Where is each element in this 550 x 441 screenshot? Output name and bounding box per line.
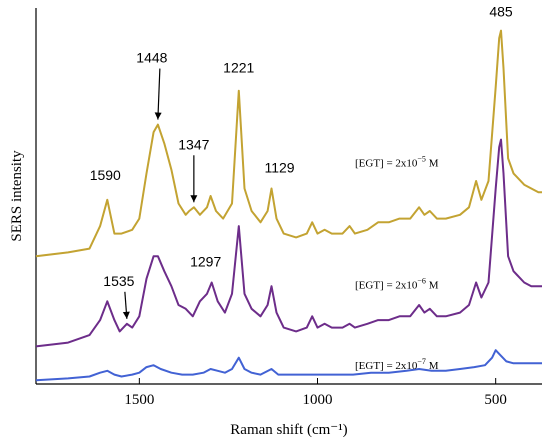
x-tick-label: 1500 — [124, 392, 154, 408]
series-line-1 — [35, 29, 542, 258]
peak-arrow-head — [154, 112, 162, 120]
x-tick-label: 1000 — [303, 392, 333, 408]
peak-arrow-head — [190, 195, 198, 203]
x-tick-label: 500 — [484, 392, 507, 408]
series-group — [35, 29, 542, 382]
concentration-label: [EGT] = 2x10−6 M — [355, 276, 439, 291]
peak-label-1590: 1590 — [90, 167, 121, 183]
peak-annotations: 1590 1448 1347 1221 1129 485 1535 1297 — [90, 4, 513, 319]
peak-arrow-line — [157, 68, 161, 120]
series-line-3 — [35, 349, 542, 382]
peak-label-485: 485 — [489, 4, 513, 20]
series-line-2 — [35, 138, 542, 348]
peak-label-1535: 1535 — [103, 273, 134, 289]
concentration-labels: [EGT] = 2x10−5 M [EGT] = 2x10−6 M [EGT] = … — [355, 155, 439, 372]
y-axis-title: SERS intensity — [9, 150, 25, 242]
peak-label-1129: 1129 — [264, 159, 294, 175]
concentration-label: [EGT] = 2x10−7 M — [355, 357, 439, 372]
x-axis-title: Raman shift (cm⁻¹) — [230, 422, 347, 438]
peak-arrow-head — [122, 311, 130, 319]
peak-label-1297: 1297 — [190, 253, 221, 269]
peak-label-1347: 1347 — [178, 136, 209, 152]
peak-label-1221: 1221 — [223, 60, 254, 76]
x-ticks: 1500 1000 500 — [124, 378, 507, 408]
concentration-label: [EGT] = 2x10−5 M — [355, 155, 439, 170]
peak-label-1448: 1448 — [136, 50, 167, 66]
